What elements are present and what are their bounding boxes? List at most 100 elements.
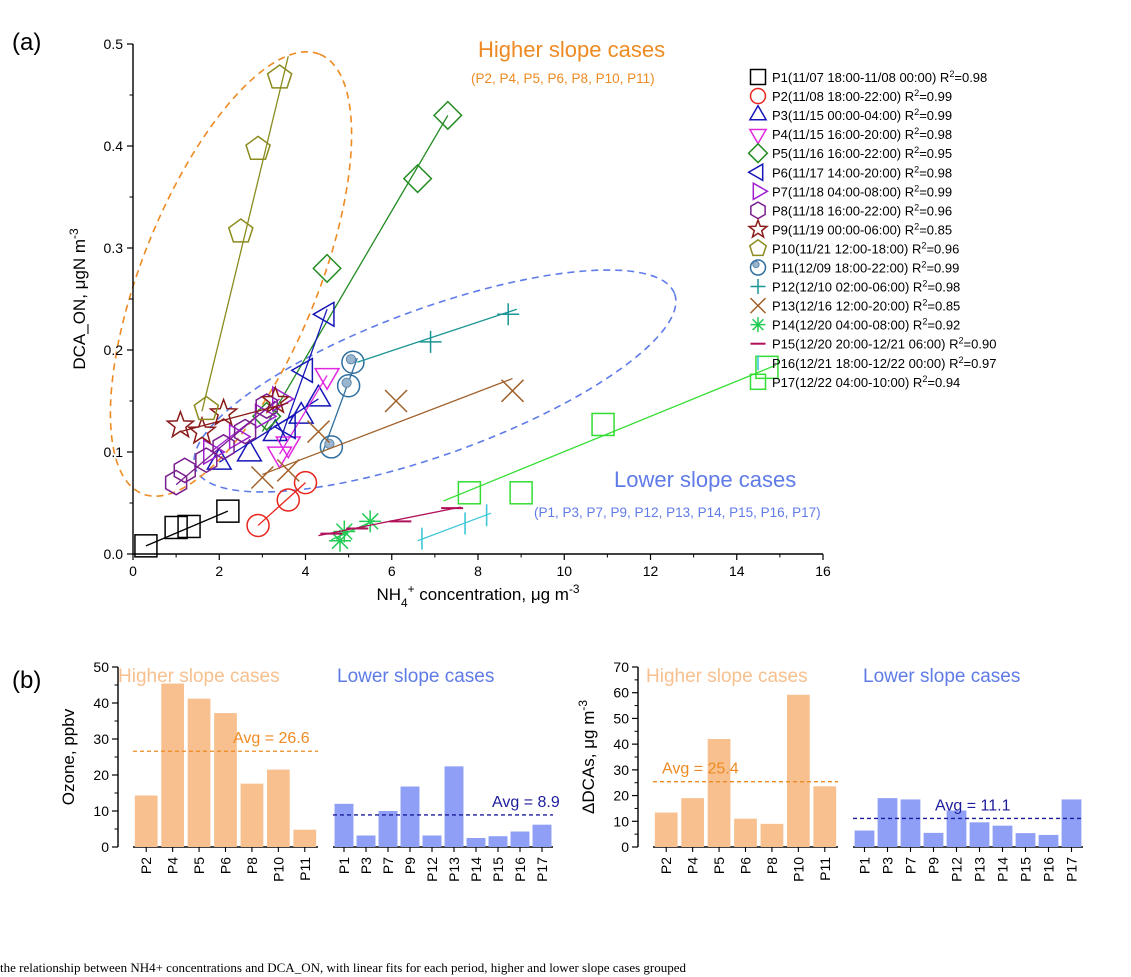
series-p2 bbox=[246, 470, 318, 538]
point-p11 bbox=[319, 435, 344, 459]
series-p10 bbox=[193, 56, 293, 421]
bar-p16 bbox=[510, 831, 530, 847]
bar-category-label: P7 bbox=[903, 857, 919, 874]
bar-category-label: P7 bbox=[380, 857, 396, 874]
bar-category-label: P16 bbox=[512, 857, 528, 882]
bar-p8 bbox=[760, 823, 784, 847]
x-axis-title-part: NH bbox=[376, 585, 401, 604]
bar-y-tick-label: 10 bbox=[613, 813, 629, 829]
legend-marker-p4 bbox=[748, 128, 768, 146]
point-p13 bbox=[306, 420, 330, 444]
bar-y-axis-title: ΔDCAs, μg m-3 bbox=[576, 700, 598, 814]
bar-y-axis-title: Ozone, ppbv bbox=[59, 708, 78, 805]
legend-r2-sup: 2 bbox=[922, 317, 927, 327]
higher-slope-ellipse bbox=[109, 50, 353, 498]
bar-p10 bbox=[266, 769, 290, 847]
legend-series-name: P4(11/15 16:00-20:00) R bbox=[772, 127, 914, 142]
bar-p8 bbox=[240, 783, 264, 847]
legend-label-p12: P12(12/10 02:00-06:00) R2=0.98 bbox=[772, 279, 960, 295]
legend-series-name: P10(11/21 12:00-18:00) R bbox=[772, 241, 921, 256]
bar-y-tick-label: 60 bbox=[613, 685, 629, 701]
bar-category-label: P15 bbox=[1018, 857, 1034, 882]
point-p5 bbox=[312, 253, 342, 284]
bar-p5 bbox=[187, 698, 211, 847]
legend-r2-sup: 2 bbox=[914, 88, 919, 98]
bar-y-tick-label: 70 bbox=[613, 659, 629, 675]
point-p4 bbox=[313, 367, 341, 391]
legend-label-p9: P9(11/19 00:00-06:00) R2=0.85 bbox=[772, 221, 952, 237]
bar-p7 bbox=[378, 811, 398, 847]
legend-series-name: P17(12/22 04:00-10:00) R bbox=[772, 375, 922, 390]
legend-marker-p5 bbox=[747, 142, 769, 164]
series-p12 bbox=[357, 303, 520, 363]
y-tick-label: 0.0 bbox=[104, 546, 124, 562]
legend-marker-p13 bbox=[749, 297, 767, 314]
y-axis-title: DCA_ON, μgN m-3 bbox=[67, 228, 89, 370]
point-p1 bbox=[164, 515, 188, 540]
fit-line-p16 bbox=[417, 512, 492, 542]
legend-marker-p17 bbox=[749, 373, 767, 391]
legend-r2-value: =0.92 bbox=[927, 318, 960, 333]
legend-label-p15: P15(12/20 20:00-12/21 06:00) R2=0.90 bbox=[772, 336, 996, 352]
point-p5 bbox=[433, 100, 463, 131]
point-p6 bbox=[311, 301, 335, 328]
point-p8 bbox=[212, 433, 235, 460]
bar-category-label: P14 bbox=[468, 857, 484, 882]
legend-r2-sup: 2 bbox=[958, 355, 963, 365]
point-p9 bbox=[208, 397, 239, 427]
bar-p2 bbox=[134, 795, 158, 847]
bar-p17 bbox=[1061, 799, 1082, 847]
legend-label-p8: P8(11/18 16:00-22:00) R2=0.96 bbox=[772, 202, 952, 218]
legend-label-p11: P11(12/09 18:00-22:00) R2=0.99 bbox=[772, 260, 959, 276]
x-axis-title-part: + bbox=[408, 582, 415, 596]
x-axis-title-part: -3 bbox=[569, 582, 580, 596]
bar-p1 bbox=[334, 803, 354, 847]
point-p10 bbox=[227, 218, 254, 243]
legend-marker-p9 bbox=[747, 217, 769, 239]
legend-r2-sup: 2 bbox=[914, 221, 919, 231]
bar-p6 bbox=[734, 818, 757, 847]
legend-label-p1: P1(11/07 18:00-11/08 00:00) R2=0.98 bbox=[772, 69, 987, 85]
bar-p4 bbox=[681, 798, 705, 847]
x-axis-title-part: m bbox=[555, 585, 569, 604]
legend-series-name: P7(11/18 04:00-08:00) R bbox=[772, 184, 914, 199]
legend-series-name: P1(11/07 18:00-11/08 00:00) R bbox=[772, 70, 949, 85]
point-p7 bbox=[254, 403, 278, 430]
bar-p13 bbox=[444, 766, 464, 847]
legend-r2-value: =0.97 bbox=[964, 356, 997, 371]
bar-p3 bbox=[877, 798, 898, 847]
bar-group-lower: P1 P3 P7 P9 P12 P13 P14 P15 P16 P17 Avg = 8.9 Lower… bbox=[333, 666, 560, 882]
legend-marker-p1 bbox=[749, 68, 767, 86]
bar-p10 bbox=[786, 694, 810, 847]
bar-category-label: P16 bbox=[1041, 857, 1057, 882]
bar-category-label: P2 bbox=[138, 857, 154, 874]
legend-marker-p6 bbox=[747, 162, 764, 182]
bar-category-label: P4 bbox=[685, 857, 701, 874]
fit-line-p5 bbox=[261, 115, 449, 432]
series-p4 bbox=[266, 367, 341, 470]
bar-y-axis-title-part: m bbox=[579, 711, 598, 725]
bar-p12 bbox=[422, 835, 442, 847]
point-p2 bbox=[276, 488, 300, 512]
x-tick-label: 10 bbox=[556, 563, 572, 579]
point-p8 bbox=[173, 457, 196, 484]
series-p17 bbox=[443, 355, 779, 505]
bar-category-label: P6 bbox=[738, 857, 754, 874]
legend-r2-value: =0.99 bbox=[919, 89, 952, 104]
legend-r2-sup: 2 bbox=[921, 240, 926, 250]
point-p6 bbox=[273, 413, 296, 440]
bar-category-label: P8 bbox=[244, 857, 260, 874]
series-p6 bbox=[273, 301, 335, 443]
bar-y-axis-title-part: -3 bbox=[576, 700, 590, 711]
legend-series-name: P16(12/21 18:00-12/22 00:00) R bbox=[772, 356, 958, 371]
legend-series-name: P15(12/20 20:00-12/21 06:00) R bbox=[772, 337, 958, 352]
bar-y-tick-label: 0 bbox=[621, 839, 629, 855]
legend-marker-p12 bbox=[750, 279, 766, 295]
legend-r2-value: =0.99 bbox=[926, 261, 959, 276]
bar-group-lower: P1 P3 P7 P9 P12 P13 P14 P15 P16 P17 Avg = 11.1 Lowe… bbox=[853, 666, 1083, 882]
y-axis-title-part: -3 bbox=[67, 228, 81, 239]
bar-category-label: P6 bbox=[218, 857, 234, 874]
point-p10 bbox=[266, 64, 293, 89]
point-p8 bbox=[195, 447, 218, 474]
point-p11 bbox=[336, 373, 361, 398]
